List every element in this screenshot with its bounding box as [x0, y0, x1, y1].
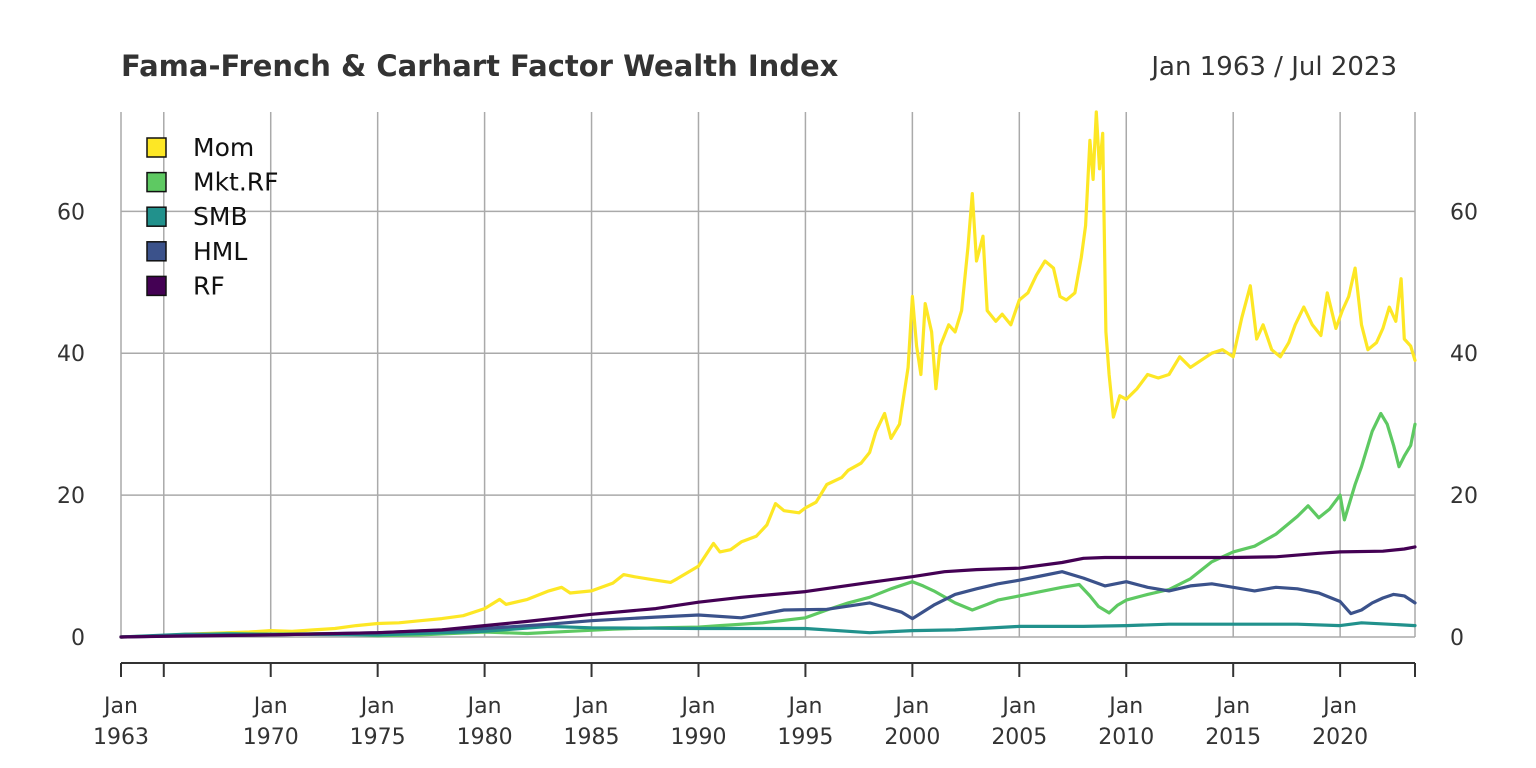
- series-lines: [119, 110, 1417, 639]
- legend: Mom Mkt.RF SMB HML RF: [146, 133, 279, 300]
- y-tick-label-right: 60: [1450, 200, 1478, 225]
- x-tick-label-year: 2005: [991, 725, 1047, 750]
- legend-label: RF: [193, 271, 225, 300]
- x-tick-label-month: Jan: [1107, 694, 1143, 719]
- x-tick-label-month: Jan: [102, 694, 138, 719]
- series-line-mkt-rf: [119, 411, 1417, 639]
- y-tick-label-left: 20: [57, 484, 85, 509]
- legend-swatch: [146, 241, 167, 262]
- legend-label: SMB: [193, 202, 248, 231]
- x-tick-label-year: 1995: [777, 725, 833, 750]
- x-tick-label-month: Jan: [252, 694, 288, 719]
- x-tick-label-year: 2020: [1312, 725, 1368, 750]
- x-tick-label-month: Jan: [466, 694, 502, 719]
- x-tick-label-year: 1985: [564, 725, 620, 750]
- x-tick-label-year: 1963: [93, 725, 149, 750]
- y-tick-label-right: 40: [1450, 342, 1478, 367]
- x-tick-label-month: Jan: [359, 694, 395, 719]
- legend-label: Mom: [193, 133, 254, 162]
- x-tick-label-month: Jan: [680, 694, 716, 719]
- legend-label: Mkt.RF: [193, 168, 279, 197]
- chart-title: Fama-French & Carhart Factor Wealth Inde…: [121, 49, 839, 83]
- y-tick-label-right: 20: [1450, 484, 1478, 509]
- y-tick-label-left: 60: [57, 200, 85, 225]
- legend-swatch: [146, 137, 167, 158]
- x-tick-label-month: Jan: [1214, 694, 1250, 719]
- legend-swatch: [146, 275, 167, 297]
- x-tick-label-month: Jan: [786, 694, 822, 719]
- y-tick-label-right: 0: [1450, 626, 1464, 651]
- x-tick-label-year: 2000: [884, 725, 940, 750]
- x-tick-label-year: 1990: [670, 725, 726, 750]
- legend-swatch: [146, 206, 167, 227]
- x-tick-label-year: 2010: [1098, 725, 1154, 750]
- x-tick-label-month: Jan: [1000, 694, 1036, 719]
- x-tick-label-month: Jan: [573, 694, 609, 719]
- grid: [120, 112, 1416, 638]
- y-tick-label-left: 0: [71, 626, 85, 651]
- date-range: Jan 1963 / Jul 2023: [1149, 52, 1397, 82]
- series-line-smb: [119, 621, 1417, 639]
- x-tick-label-year: 1980: [457, 725, 513, 750]
- x-tick-label-month: Jan: [893, 694, 929, 719]
- series-line-rf: [119, 545, 1417, 639]
- x-tick-label-year: 1970: [243, 725, 299, 750]
- series-line-mom: [119, 110, 1417, 639]
- legend-swatch: [146, 171, 167, 193]
- x-tick-label-year: 2015: [1205, 725, 1261, 750]
- x-tick-label-year: 1975: [350, 725, 406, 750]
- y-tick-label-left: 40: [57, 342, 85, 367]
- x-tick-label-month: Jan: [1321, 694, 1357, 719]
- legend-label: HML: [193, 237, 247, 266]
- series-line-hml: [119, 570, 1417, 639]
